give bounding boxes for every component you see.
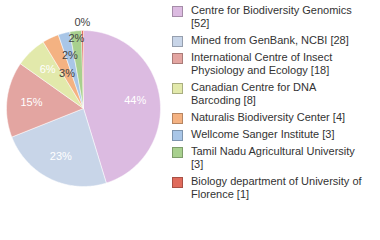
html-text:Canadian Centre for DNA Barcod: Canadian Centre for DNA Barcoding [8] [191,81,316,106]
html-text:Naturalis Biodiversity Center: Naturalis Biodiversity Center [4] [191,111,346,123]
html-text:International Centre of Insect: International Centre of Insect Physiolog… [191,51,333,76]
html-text:Tamil Nadu Agricultural Univer: Tamil Nadu Agricultural University [3] [191,145,355,170]
svg-text:23%: 23% [50,150,72,162]
svg-text:2%: 2% [68,32,84,44]
svg-text:3%: 3% [59,67,75,79]
svg-text:44%: 44% [124,94,146,106]
svg-text:6%: 6% [40,63,56,75]
svg-text:15%: 15% [20,96,42,108]
html-text:Wellcome Sanger Institute [3]: Wellcome Sanger Institute [3] [191,128,335,140]
svg-text:2%: 2% [62,49,78,61]
svg-text:0%: 0% [74,16,90,28]
html-text:Biology department of Universi: Biology department of University of Flor… [191,175,362,200]
html-text:Mined from GenBank, NCBI [28]: Mined from GenBank, NCBI [28] [191,34,349,46]
html-text:Centre for Biodiversity Genomi: Centre for Biodiversity Genomics [52] [191,4,352,29]
